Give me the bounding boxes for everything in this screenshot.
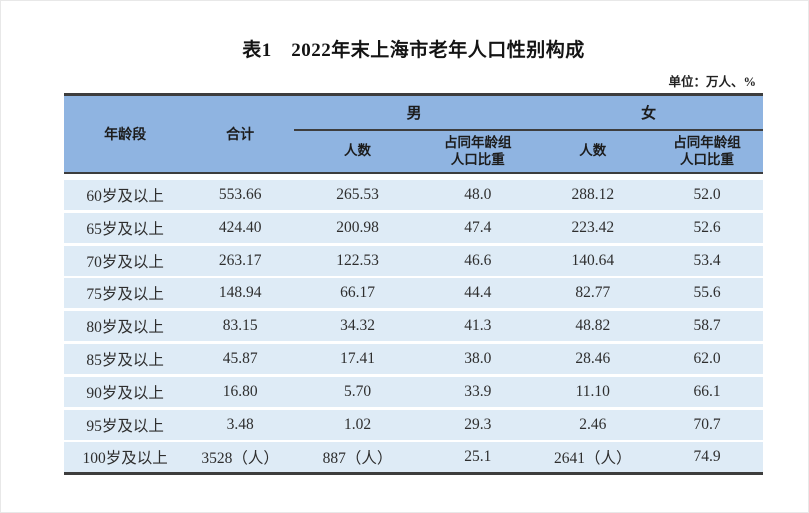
cell-age: 65岁及以上 bbox=[86, 220, 164, 238]
header-female-share: 占同年龄组 人口比重 bbox=[651, 131, 763, 172]
header-female-count: 人数 bbox=[534, 131, 651, 172]
cell-total: 424.40 bbox=[218, 218, 262, 236]
cell-male-count: 17.41 bbox=[340, 349, 375, 367]
header-female-count-label: 人数 bbox=[579, 143, 607, 159]
cell-male-count: 887（人） bbox=[322, 450, 393, 468]
header-total: 合计 bbox=[226, 128, 255, 143]
table-row: 95岁及以上 3.48 1.02 29.3 2.46 70.7 bbox=[64, 409, 763, 440]
table-row: 90岁及以上 16.80 5.70 33.9 11.10 66.1 bbox=[64, 376, 763, 407]
cell-total: 553.66 bbox=[218, 186, 262, 203]
header-male-share-line2: 人口比重 bbox=[450, 151, 505, 167]
cell-male-share: 41.3 bbox=[464, 317, 492, 335]
header-female-share-line2: 人口比重 bbox=[680, 151, 735, 167]
cell-female-count: 288.12 bbox=[571, 186, 615, 203]
header-male-share: 占同年龄组 人口比重 bbox=[421, 131, 534, 172]
cell-female-count: 11.10 bbox=[575, 382, 610, 400]
table-row: 100岁及以上 3528（人） 887（人） 25.1 2641（人） 74.9 bbox=[64, 442, 763, 473]
cell-age: 90岁及以上 bbox=[86, 384, 164, 402]
cell-female-share: 62.0 bbox=[693, 349, 721, 367]
cell-female-count: 2641（人） bbox=[553, 450, 632, 468]
cell-female-share: 55.6 bbox=[693, 284, 721, 302]
header-male-count: 人数 bbox=[294, 131, 421, 172]
table-row: 80岁及以上 83.15 34.32 41.3 48.82 58.7 bbox=[64, 311, 763, 342]
cell-female-share: 52.6 bbox=[693, 218, 721, 236]
cell-age: 100岁及以上 bbox=[82, 450, 168, 468]
cell-age: 85岁及以上 bbox=[86, 351, 164, 369]
cell-female-count: 223.42 bbox=[571, 218, 615, 236]
cell-female-share: 52.0 bbox=[693, 186, 721, 203]
header-female-share-line1: 占同年龄组 bbox=[673, 134, 741, 150]
cell-male-count: 122.53 bbox=[336, 251, 379, 269]
cell-female-count: 82.77 bbox=[575, 284, 611, 302]
cell-female-count: 140.64 bbox=[571, 251, 615, 269]
cell-total: 148.94 bbox=[218, 284, 262, 302]
cell-female-share: 66.1 bbox=[693, 382, 721, 400]
cell-male-count: 66.17 bbox=[340, 284, 375, 302]
table-row: 85岁及以上 45.87 17.41 38.0 28.46 62.0 bbox=[64, 343, 763, 374]
cell-female-count: 2.46 bbox=[579, 415, 607, 433]
population-table: 年龄段 合计 男 女 人数 占同年龄组 人口比重 人数 占同年龄组 人口比重 6… bbox=[64, 93, 763, 476]
table-body: 60岁及以上 553.66 265.53 48.0 288.12 52.0 65岁及以上 42… bbox=[64, 180, 763, 473]
cell-female-share: 58.7 bbox=[693, 317, 721, 335]
cell-male-count: 1.02 bbox=[343, 415, 372, 433]
cell-total: 83.15 bbox=[222, 317, 258, 335]
table-row: 65岁及以上 424.40 200.98 47.4 223.42 52.6 bbox=[64, 212, 763, 243]
table-row: 60岁及以上 553.66 265.53 48.0 288.12 52.0 bbox=[64, 180, 763, 210]
cell-male-count: 5.70 bbox=[343, 382, 372, 400]
header-female-group: 女 bbox=[534, 96, 763, 131]
cell-total: 45.87 bbox=[222, 349, 258, 367]
cell-female-count: 28.46 bbox=[575, 349, 611, 367]
cell-male-share: 38.0 bbox=[464, 349, 492, 367]
cell-age: 70岁及以上 bbox=[86, 253, 164, 271]
cell-male-share: 46.6 bbox=[464, 251, 492, 269]
header-male-share-line1: 占同年龄组 bbox=[444, 134, 512, 150]
header-male-group: 男 bbox=[293, 96, 535, 131]
cell-age: 80岁及以上 bbox=[86, 319, 164, 337]
cell-male-share: 25.1 bbox=[464, 448, 492, 466]
table-bottom-rule bbox=[64, 472, 763, 476]
cell-age: 75岁及以上 bbox=[86, 286, 164, 304]
cell-male-share: 48.0 bbox=[464, 186, 492, 203]
cell-total: 16.80 bbox=[222, 382, 258, 400]
page-title: 表1 2022年末上海市老年人口性别构成 bbox=[242, 40, 585, 61]
table-row: 75岁及以上 148.94 66.17 44.4 82.77 55.6 bbox=[64, 278, 763, 309]
cell-male-count: 200.98 bbox=[336, 218, 379, 236]
cell-male-count: 34.32 bbox=[340, 317, 375, 335]
cell-age: 95岁及以上 bbox=[86, 417, 164, 435]
cell-total: 263.17 bbox=[218, 251, 262, 269]
header-age-group: 年龄段 bbox=[104, 128, 147, 143]
unit-note: 单位：万人、% bbox=[668, 75, 756, 89]
cell-female-share: 70.7 bbox=[693, 415, 721, 433]
cell-total: 3.48 bbox=[226, 415, 254, 433]
cell-female-share: 74.9 bbox=[693, 448, 721, 466]
cell-male-share: 47.4 bbox=[464, 218, 492, 236]
cell-male-share: 33.9 bbox=[464, 382, 492, 400]
cell-total: 3528（人） bbox=[201, 450, 279, 468]
cell-male-share: 44.4 bbox=[464, 284, 492, 302]
table-header: 年龄段 合计 男 女 人数 占同年龄组 人口比重 人数 占同年龄组 人口比重 bbox=[64, 93, 763, 174]
table-row: 70岁及以上 263.17 122.53 46.6 140.64 53.4 bbox=[64, 245, 763, 276]
cell-female-count: 48.82 bbox=[575, 317, 611, 335]
cell-age: 60岁及以上 bbox=[86, 188, 164, 205]
header-male-count-label: 人数 bbox=[344, 143, 372, 159]
cell-male-share: 29.3 bbox=[464, 415, 492, 433]
cell-male-count: 265.53 bbox=[336, 186, 379, 203]
cell-female-share: 53.4 bbox=[693, 251, 721, 269]
